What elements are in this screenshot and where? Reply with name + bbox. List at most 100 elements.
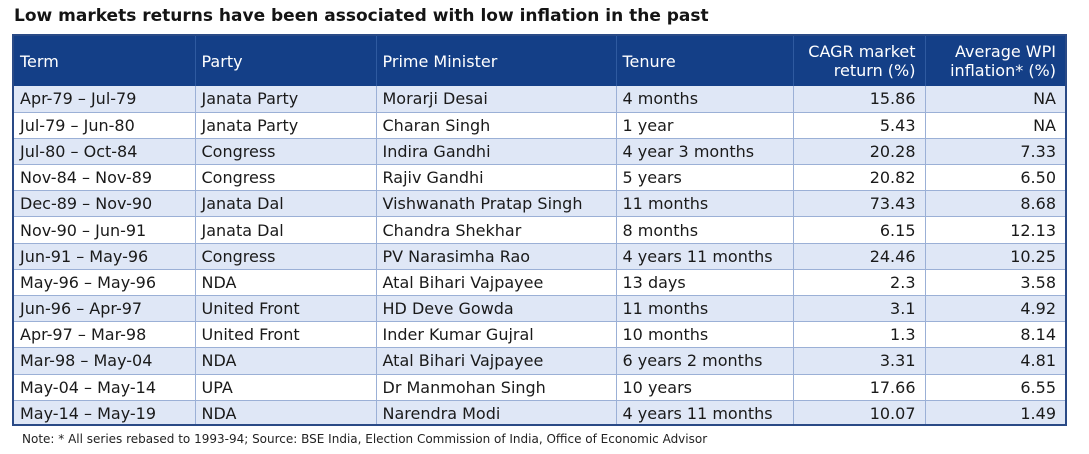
page-title: Low markets returns have been associated…	[14, 6, 709, 26]
cell-cagr: 1.3	[793, 321, 926, 349]
cell-cagr: 20.82	[793, 164, 926, 192]
cell-term: Jun-96 – Apr-97	[14, 295, 196, 323]
table-row: May-04 – May-14 UPA Dr Manmohan Singh 10 ye…	[14, 374, 1065, 401]
cell-cagr: 3.31	[793, 347, 926, 375]
cell-cagr: 10.07	[793, 400, 926, 424]
header-tenure: Tenure	[616, 36, 794, 86]
table-row: Apr-79 – Jul-79 Janata Party Morarji Desai…	[14, 86, 1065, 113]
cell-tenure: 13 days	[616, 269, 794, 297]
cell-party: Congress	[195, 243, 377, 270]
header-wpi: Average WPI inflation* (%)	[925, 36, 1065, 86]
cell-party: Janata Party	[195, 112, 377, 139]
cell-term: Jul-80 – Oct-84	[14, 138, 196, 166]
cell-tenure: 11 months	[616, 295, 794, 323]
table-row: Nov-84 – Nov-89 Congress Rajiv Gandhi 5 yea…	[14, 164, 1065, 192]
cell-term: May-14 – May-19	[14, 400, 196, 424]
cell-term: Apr-97 – Mar-98	[14, 321, 196, 349]
table-row: May-14 – May-19 NDA Narendra Modi 4 years 1…	[14, 400, 1065, 424]
cell-term: Nov-90 – Jun-91	[14, 216, 196, 244]
cell-term: Dec-89 – Nov-90	[14, 190, 196, 218]
cell-prime-minister: Vishwanath Pratap Singh	[376, 190, 617, 218]
table-row: Jun-91 – May-96 Congress PV Narasimha Rao 4…	[14, 243, 1065, 270]
cell-party: Congress	[195, 164, 377, 192]
cell-tenure: 1 year	[616, 112, 794, 139]
market-returns-table: Term Party Prime Minister Tenure CAGR ma…	[14, 36, 1065, 424]
header-term: Term	[14, 36, 196, 86]
table-row: Jul-80 – Oct-84 Congress Indira Gandhi 4 ye…	[14, 138, 1065, 166]
cell-wpi: 1.49	[925, 400, 1065, 424]
cell-party: Janata Dal	[195, 190, 377, 218]
cell-prime-minister: Indira Gandhi	[376, 138, 617, 166]
table-row: Jul-79 – Jun-80 Janata Party Charan Singh 1…	[14, 112, 1065, 139]
cell-tenure: 4 year 3 months	[616, 138, 794, 166]
cell-cagr: 3.1	[793, 295, 926, 323]
cell-prime-minister: Atal Bihari Vajpayee	[376, 269, 617, 297]
header-cagr: CAGR market return (%)	[793, 36, 926, 86]
header-prime-minister: Prime Minister	[376, 36, 617, 86]
data-table-container: Term Party Prime Minister Tenure CAGR ma…	[12, 34, 1067, 426]
footnote: Note: * All series rebased to 1993-94; S…	[22, 432, 708, 446]
table-row: Dec-89 – Nov-90 Janata Dal Vishwanath Prat…	[14, 190, 1065, 218]
cell-party: United Front	[195, 321, 377, 349]
cell-tenure: 8 months	[616, 216, 794, 244]
cell-prime-minister: PV Narasimha Rao	[376, 243, 617, 270]
cell-cagr: 24.46	[793, 243, 926, 270]
cell-wpi: 12.13	[925, 216, 1065, 244]
table-row: Jun-96 – Apr-97 United Front HD Deve Gowda…	[14, 295, 1065, 323]
cell-prime-minister: Atal Bihari Vajpayee	[376, 347, 617, 375]
cell-tenure: 6 years 2 months	[616, 347, 794, 375]
cell-wpi: 6.55	[925, 374, 1065, 401]
cell-wpi: 10.25	[925, 243, 1065, 270]
cell-party: Congress	[195, 138, 377, 166]
table-row: Mar-98 – May-04 NDA Atal Bihari Vajpayee 6 …	[14, 347, 1065, 375]
cell-term: Nov-84 – Nov-89	[14, 164, 196, 192]
cell-cagr: 2.3	[793, 269, 926, 297]
table-row: May-96 – May-96 NDA Atal Bihari Vajpayee 13…	[14, 269, 1065, 297]
cell-term: Jul-79 – Jun-80	[14, 112, 196, 139]
cell-tenure: 11 months	[616, 190, 794, 218]
cell-party: Janata Party	[195, 86, 377, 113]
header-wpi-line1: Average WPI	[955, 42, 1056, 61]
cell-prime-minister: Narendra Modi	[376, 400, 617, 424]
cell-cagr: 17.66	[793, 374, 926, 401]
cell-term: Jun-91 – May-96	[14, 243, 196, 270]
cell-cagr: 15.86	[793, 86, 926, 113]
cell-wpi: 4.92	[925, 295, 1065, 323]
header-party: Party	[195, 36, 377, 86]
cell-tenure: 4 years 11 months	[616, 400, 794, 424]
cell-prime-minister: HD Deve Gowda	[376, 295, 617, 323]
cell-cagr: 20.28	[793, 138, 926, 166]
cell-party: NDA	[195, 400, 377, 424]
table-row: Apr-97 – Mar-98 United Front Inder Kumar G…	[14, 321, 1065, 349]
cell-prime-minister: Chandra Shekhar	[376, 216, 617, 244]
cell-tenure: 4 months	[616, 86, 794, 113]
table-header-row: Term Party Prime Minister Tenure CAGR ma…	[14, 36, 1065, 86]
table-body: Apr-79 – Jul-79 Janata Party Morarji Desai…	[14, 86, 1065, 424]
cell-wpi: 8.14	[925, 321, 1065, 349]
cell-party: Janata Dal	[195, 216, 377, 244]
cell-wpi: 4.81	[925, 347, 1065, 375]
cell-party: UPA	[195, 374, 377, 401]
cell-tenure: 10 years	[616, 374, 794, 401]
cell-tenure: 4 years 11 months	[616, 243, 794, 270]
table-row: Nov-90 – Jun-91 Janata Dal Chandra Shekhar…	[14, 216, 1065, 244]
cell-term: Mar-98 – May-04	[14, 347, 196, 375]
cell-wpi: NA	[925, 86, 1065, 113]
header-wpi-line2: inflation* (%)	[950, 61, 1056, 80]
cell-tenure: 10 months	[616, 321, 794, 349]
cell-prime-minister: Dr Manmohan Singh	[376, 374, 617, 401]
cell-prime-minister: Charan Singh	[376, 112, 617, 139]
cell-cagr: 6.15	[793, 216, 926, 244]
cell-party: NDA	[195, 269, 377, 297]
cell-wpi: 3.58	[925, 269, 1065, 297]
cell-term: May-96 – May-96	[14, 269, 196, 297]
cell-wpi: 7.33	[925, 138, 1065, 166]
cell-tenure: 5 years	[616, 164, 794, 192]
cell-prime-minister: Inder Kumar Gujral	[376, 321, 617, 349]
cell-party: NDA	[195, 347, 377, 375]
cell-party: United Front	[195, 295, 377, 323]
cell-term: May-04 – May-14	[14, 374, 196, 401]
cell-cagr: 5.43	[793, 112, 926, 139]
header-cagr-line1: CAGR market	[808, 42, 916, 61]
cell-prime-minister: Rajiv Gandhi	[376, 164, 617, 192]
